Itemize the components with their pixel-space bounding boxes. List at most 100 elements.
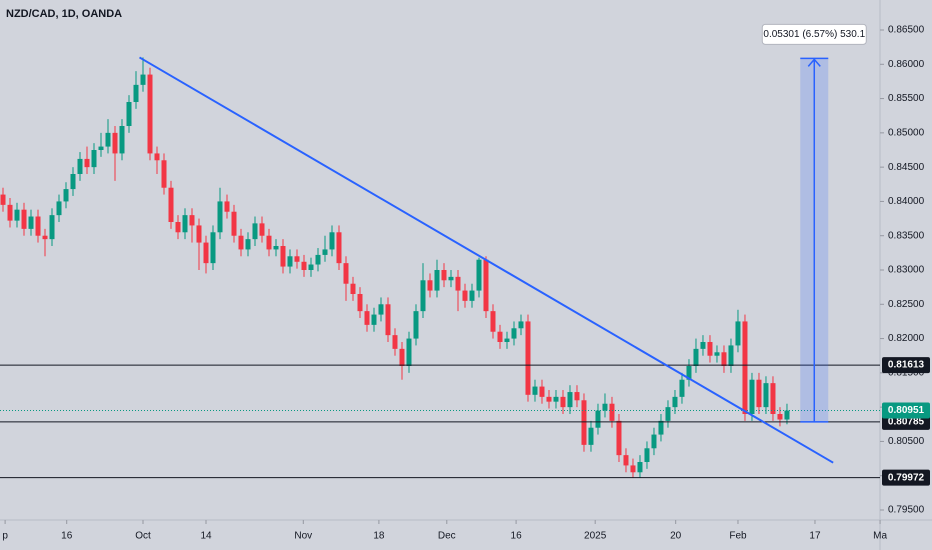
candle-body: [553, 396, 559, 402]
candle-body: [413, 311, 419, 339]
measure-label-box: [761, 23, 867, 45]
measure-label: 0.05301 (6.57%) 530.1: [763, 29, 865, 40]
x-tick-label: 16: [61, 531, 73, 542]
candle-body: [525, 321, 531, 395]
y-tick-label: 0.84000: [888, 196, 925, 207]
x-tick-label: 14: [200, 531, 212, 542]
candle-body: [147, 74, 153, 154]
candle-body: [350, 283, 356, 294]
axes: 0.795000.800000.805000.810000.815000.820…: [2, 25, 930, 542]
x-tick-label: 20: [670, 531, 682, 542]
level-label: 0.79972: [888, 472, 925, 483]
candle-body: [742, 321, 748, 414]
candle-body: [735, 321, 741, 346]
candle-body: [469, 290, 475, 301]
candle-body: [567, 392, 573, 408]
candle-body: [399, 348, 405, 366]
candle-body: [532, 386, 538, 395]
candle-body: [182, 215, 188, 233]
candle-body: [273, 246, 279, 250]
candle-body: [714, 352, 720, 356]
candle-body: [112, 132, 118, 154]
candle-body: [574, 392, 580, 401]
candle-body: [721, 352, 727, 366]
candle-body: [756, 379, 762, 408]
candle-body: [392, 335, 398, 349]
candle-body: [42, 235, 48, 240]
level-label-box: [882, 469, 930, 486]
candle-body: [455, 276, 461, 291]
candle-body: [504, 338, 510, 342]
candle-body: [665, 407, 671, 421]
candle-body: [294, 256, 300, 262]
candle-body: [602, 403, 608, 411]
candle-body: [637, 462, 643, 473]
candle-body: [14, 209, 20, 221]
candle-body: [518, 321, 524, 329]
candle-body: [105, 132, 111, 147]
candle-body: [728, 345, 734, 366]
candle-body: [623, 455, 629, 466]
candle-body: [196, 225, 202, 243]
candle-body: [490, 311, 496, 332]
x-tick-label: Nov: [294, 531, 312, 542]
candle-body: [420, 280, 426, 312]
candle-body: [609, 403, 615, 421]
candle-body: [301, 261, 307, 270]
candle-body: [84, 158, 90, 168]
x-tick-label: 16: [511, 531, 523, 542]
candle-body: [497, 331, 503, 342]
candle-body: [70, 174, 76, 190]
candle-body: [329, 232, 335, 250]
x-tick-label: Feb: [729, 531, 747, 542]
x-tick-label: Oct: [135, 531, 151, 542]
last-price-label: 0.80951: [888, 405, 925, 416]
candle-body: [217, 201, 223, 233]
candle-body: [77, 158, 83, 174]
x-tick-label: 2025: [584, 531, 607, 542]
candle-body: [252, 223, 258, 240]
candle-body: [343, 263, 349, 284]
candle-body: [280, 246, 286, 267]
level-label: 0.81613: [888, 360, 925, 371]
trendline: [138, 56, 834, 464]
measure-arrowhead: [807, 58, 821, 67]
x-tick-label: Dec: [438, 531, 456, 542]
candle-body: [231, 211, 237, 236]
y-tick-label: 0.82000: [888, 333, 925, 344]
last-price-box: [882, 402, 930, 419]
candle-body: [581, 400, 587, 445]
y-tick-label: 0.79500: [888, 505, 925, 516]
candle-body: [287, 256, 293, 267]
candle-body: [238, 235, 244, 250]
candle-body: [616, 420, 622, 456]
plot-area: 0.05301 (6.57%) 530.1: [0, 23, 880, 479]
chart-title: NZD/CAD, 1D, OANDA: [6, 8, 122, 20]
candle-body: [658, 420, 664, 435]
candle-body: [154, 153, 160, 161]
candle-body: [749, 379, 755, 414]
candle-body: [322, 249, 328, 255]
candle-body: [49, 215, 55, 240]
candle-body: [266, 235, 272, 250]
candle-body: [560, 396, 566, 408]
candle-body: [7, 204, 13, 221]
candle-body: [434, 270, 440, 291]
candle-body: [364, 311, 370, 325]
candle-body: [630, 465, 636, 473]
candle-body: [595, 410, 601, 428]
x-tick-label: Ma: [873, 531, 887, 542]
candle-body: [357, 294, 363, 312]
y-tick-label: 0.86500: [888, 25, 925, 36]
candle-body: [371, 314, 377, 325]
y-tick-label: 0.84500: [888, 162, 925, 173]
candle-body: [707, 342, 713, 356]
candle-body: [21, 209, 27, 229]
candle-body: [245, 239, 251, 250]
candle-body: [175, 222, 181, 233]
candle-body: [378, 304, 384, 315]
candle-body: [427, 280, 433, 291]
candle-body: [259, 223, 265, 236]
y-tick-label: 0.85500: [888, 93, 925, 104]
